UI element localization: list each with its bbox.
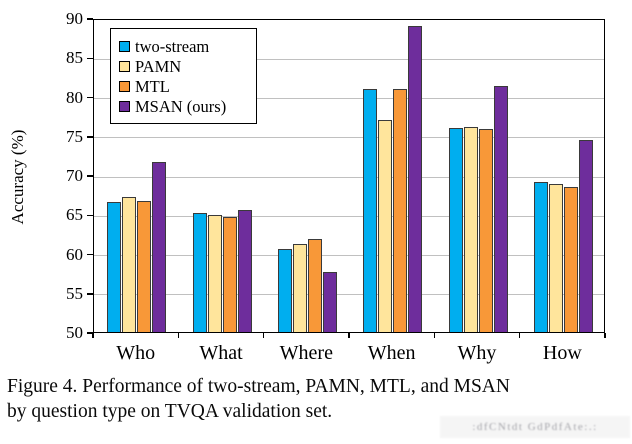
figure-caption-line2: by question type on TVQA validation set.	[7, 401, 333, 422]
mtl-swatch-icon	[119, 81, 130, 92]
bar-when-msan--ours-	[408, 26, 422, 332]
y-tick-mark	[87, 175, 93, 177]
figure-caption-line1: Figure 4. Performance of two-stream, PAM…	[7, 376, 510, 397]
x-tick-mark	[348, 333, 350, 338]
bar-where-msan--ours-	[323, 272, 337, 332]
bar-why-two-stream	[449, 128, 463, 332]
bar-where-two-stream	[278, 249, 292, 332]
bar-where-pamn	[293, 244, 307, 332]
legend-label: PAMN	[135, 57, 182, 76]
plot-area	[93, 19, 605, 333]
y-tick-mark	[87, 293, 93, 295]
y-tick-label-80: 80	[66, 87, 83, 107]
y-tick-mark	[87, 57, 93, 59]
bar-how-msan--ours-	[579, 140, 593, 332]
legend: two-stream PAMN MTL MSAN (ours)	[110, 28, 257, 124]
y-tick-mark	[87, 136, 93, 138]
gridline-65	[94, 215, 604, 217]
bar-who-pamn	[122, 197, 136, 332]
bar-chart: Accuracy (%) two-stream PAMN MTL MSAN (o…	[8, 9, 606, 364]
y-tick-label-55: 55	[66, 283, 83, 303]
two-stream-swatch-icon	[119, 41, 130, 52]
bar-who-mtl	[137, 201, 151, 332]
y-tick-label-70: 70	[66, 166, 83, 185]
bar-why-pamn	[464, 127, 478, 332]
x-category-label-how: How	[542, 342, 582, 364]
watermark-artifact: :dfCNtdt GdPdfAte:.:	[440, 416, 630, 438]
figure-caption: Figure 4. Performance of two-stream, PAM…	[7, 374, 627, 424]
gridline-75	[94, 137, 604, 139]
bar-when-mtl	[393, 89, 407, 332]
y-tick-mark	[87, 96, 93, 99]
bar-who-msan--ours-	[152, 162, 166, 332]
pamn-swatch-icon	[119, 61, 130, 72]
y-tick-label-90: 90	[66, 9, 83, 28]
bar-why-mtl	[479, 129, 493, 332]
bar-what-two-stream	[193, 213, 207, 332]
y-tick-label-85: 85	[66, 48, 83, 68]
y-axis-title: Accuracy (%)	[8, 129, 27, 225]
bar-when-pamn	[378, 120, 392, 332]
x-category-label-what: What	[199, 342, 243, 364]
gridline-80	[94, 98, 604, 99]
x-tick-mark	[518, 333, 521, 338]
y-tick-mark	[87, 332, 93, 334]
legend-label: MSAN (ours)	[135, 97, 227, 116]
gridline-85	[94, 58, 604, 60]
bar-what-pamn	[208, 215, 222, 332]
bar-what-mtl	[223, 217, 237, 332]
msan-swatch-icon	[119, 101, 130, 112]
bar-what-msan--ours-	[238, 210, 252, 332]
bar-why-msan--ours-	[494, 86, 508, 332]
legend-label: MTL	[135, 77, 170, 96]
gridline-55	[94, 294, 604, 296]
legend-item-pamn: PAMN	[119, 57, 256, 76]
x-tick-mark	[433, 333, 436, 338]
y-tick-mark	[87, 214, 93, 216]
y-tick-label-50: 50	[66, 323, 83, 342]
bar-how-pamn	[549, 184, 563, 332]
x-tick-mark	[604, 333, 606, 338]
x-tick-mark	[177, 333, 180, 338]
x-tick-mark	[262, 333, 265, 338]
y-tick-mark	[87, 18, 93, 20]
y-tick-label-60: 60	[66, 244, 83, 264]
x-category-label-why: Why	[457, 342, 497, 364]
legend-item-msan: MSAN (ours)	[119, 97, 256, 116]
legend-item-two-stream: two-stream	[119, 37, 256, 56]
x-tick-mark	[92, 333, 94, 338]
x-category-label-when: When	[367, 342, 416, 364]
bar-when-two-stream	[363, 89, 377, 332]
x-category-label-where: Where	[279, 342, 333, 364]
bar-who-two-stream	[107, 202, 121, 332]
y-tick-label-65: 65	[66, 205, 83, 225]
bar-how-two-stream	[534, 182, 548, 332]
gridline-70	[94, 176, 604, 178]
gridline-60	[94, 255, 604, 256]
x-category-label-who: Who	[116, 342, 156, 364]
legend-item-mtl: MTL	[119, 77, 256, 96]
y-tick-mark	[87, 253, 93, 256]
legend-label: two-stream	[135, 37, 210, 56]
bar-where-mtl	[308, 239, 322, 332]
bar-how-mtl	[564, 187, 578, 332]
y-tick-label-75: 75	[66, 126, 83, 146]
